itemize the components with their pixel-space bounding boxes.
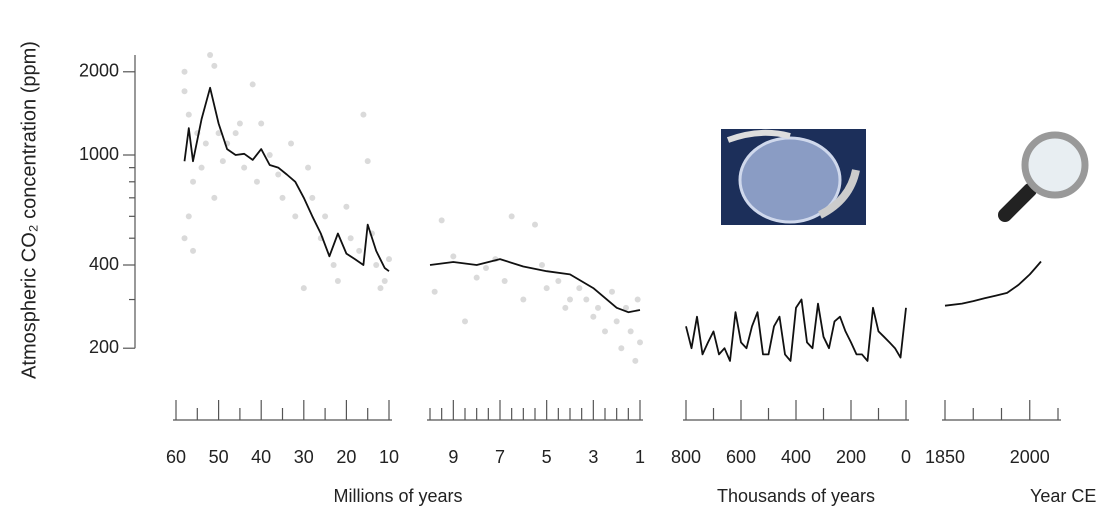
data-point	[462, 318, 468, 324]
data-point	[386, 256, 392, 262]
ice-core-photo	[721, 129, 866, 225]
data-point	[614, 318, 620, 324]
y-tick-label: 1000	[79, 144, 119, 164]
data-point	[331, 262, 337, 268]
data-point	[618, 345, 624, 351]
x-tick-label: 40	[251, 447, 271, 467]
data-point	[562, 305, 568, 311]
x-tick-label: 20	[336, 447, 356, 467]
data-point	[450, 253, 456, 259]
chart: Atmospheric CO₂ concentration (ppm) 2004…	[0, 0, 1115, 515]
data-point	[520, 297, 526, 303]
data-point	[241, 165, 247, 171]
y-tick-label: 2000	[79, 61, 119, 81]
x-tick-label: 10	[379, 447, 399, 467]
data-point	[544, 285, 550, 291]
data-point	[190, 248, 196, 254]
data-point	[602, 328, 608, 334]
data-line	[945, 262, 1041, 306]
data-point	[539, 262, 545, 268]
data-point	[207, 52, 213, 58]
data-point	[280, 195, 286, 201]
magnifier-icon	[1005, 135, 1085, 215]
data-point	[377, 285, 383, 291]
x-tick-label: 5	[542, 447, 552, 467]
data-point	[267, 152, 273, 158]
data-point	[309, 195, 315, 201]
data-point	[439, 217, 445, 223]
x-tick-label: 30	[294, 447, 314, 467]
data-point	[632, 358, 638, 364]
x-tick-label: 2000	[1010, 447, 1050, 467]
data-point	[555, 278, 561, 284]
data-point	[182, 88, 188, 94]
data-point	[301, 285, 307, 291]
data-point	[590, 314, 596, 320]
data-point	[348, 235, 354, 241]
data-point	[186, 112, 192, 118]
data-line	[185, 88, 390, 271]
data-point	[635, 297, 641, 303]
data-point	[474, 275, 480, 281]
data-point	[292, 213, 298, 219]
x-tick-label: 1850	[925, 447, 965, 467]
x-axis-label: Thousands of years	[717, 486, 875, 506]
data-point	[343, 204, 349, 210]
y-tick-label: 400	[89, 254, 119, 274]
x-axis-label: Millions of years	[333, 486, 462, 506]
data-point	[567, 297, 573, 303]
data-point	[182, 69, 188, 75]
data-point	[576, 285, 582, 291]
data-point	[637, 339, 643, 345]
data-point	[532, 222, 538, 228]
data-point	[322, 213, 328, 219]
data-point	[509, 213, 515, 219]
data-point	[502, 278, 508, 284]
data-point	[365, 158, 371, 164]
data-point	[203, 141, 209, 147]
x-tick-label: 200	[836, 447, 866, 467]
data-point	[373, 262, 379, 268]
data-point	[182, 235, 188, 241]
data-point	[483, 265, 489, 271]
y-axis-label: Atmospheric CO₂ concentration (ppm)	[18, 41, 40, 379]
data-point	[382, 278, 388, 284]
data-point	[237, 121, 243, 127]
data-point	[583, 297, 589, 303]
data-point	[250, 81, 256, 87]
data-point	[628, 328, 634, 334]
data-point	[199, 165, 205, 171]
x-tick-label: 9	[448, 447, 458, 467]
x-tick-label: 7	[495, 447, 505, 467]
data-point	[211, 63, 217, 69]
x-tick-label: 3	[588, 447, 598, 467]
data-point	[211, 195, 217, 201]
data-point	[305, 165, 311, 171]
x-tick-label: 400	[781, 447, 811, 467]
data-point	[220, 158, 226, 164]
y-tick-label: 200	[89, 337, 119, 357]
x-tick-label: 60	[166, 447, 186, 467]
data-point	[288, 141, 294, 147]
data-point	[335, 278, 341, 284]
x-tick-label: 1	[635, 447, 645, 467]
data-point	[186, 213, 192, 219]
data-point	[258, 121, 264, 127]
x-tick-label: 800	[671, 447, 701, 467]
data-point	[595, 305, 601, 311]
data-point	[190, 179, 196, 185]
data-point	[254, 179, 260, 185]
data-point	[432, 289, 438, 295]
x-tick-label: 50	[209, 447, 229, 467]
data-line	[686, 300, 906, 361]
data-point	[356, 248, 362, 254]
data-point	[275, 172, 281, 178]
x-tick-label: 600	[726, 447, 756, 467]
x-axis-label: Year CE	[1030, 486, 1096, 506]
data-point	[360, 112, 366, 118]
data-point	[233, 130, 239, 136]
data-point	[609, 289, 615, 295]
data-line	[430, 259, 640, 312]
x-tick-label: 0	[901, 447, 911, 467]
